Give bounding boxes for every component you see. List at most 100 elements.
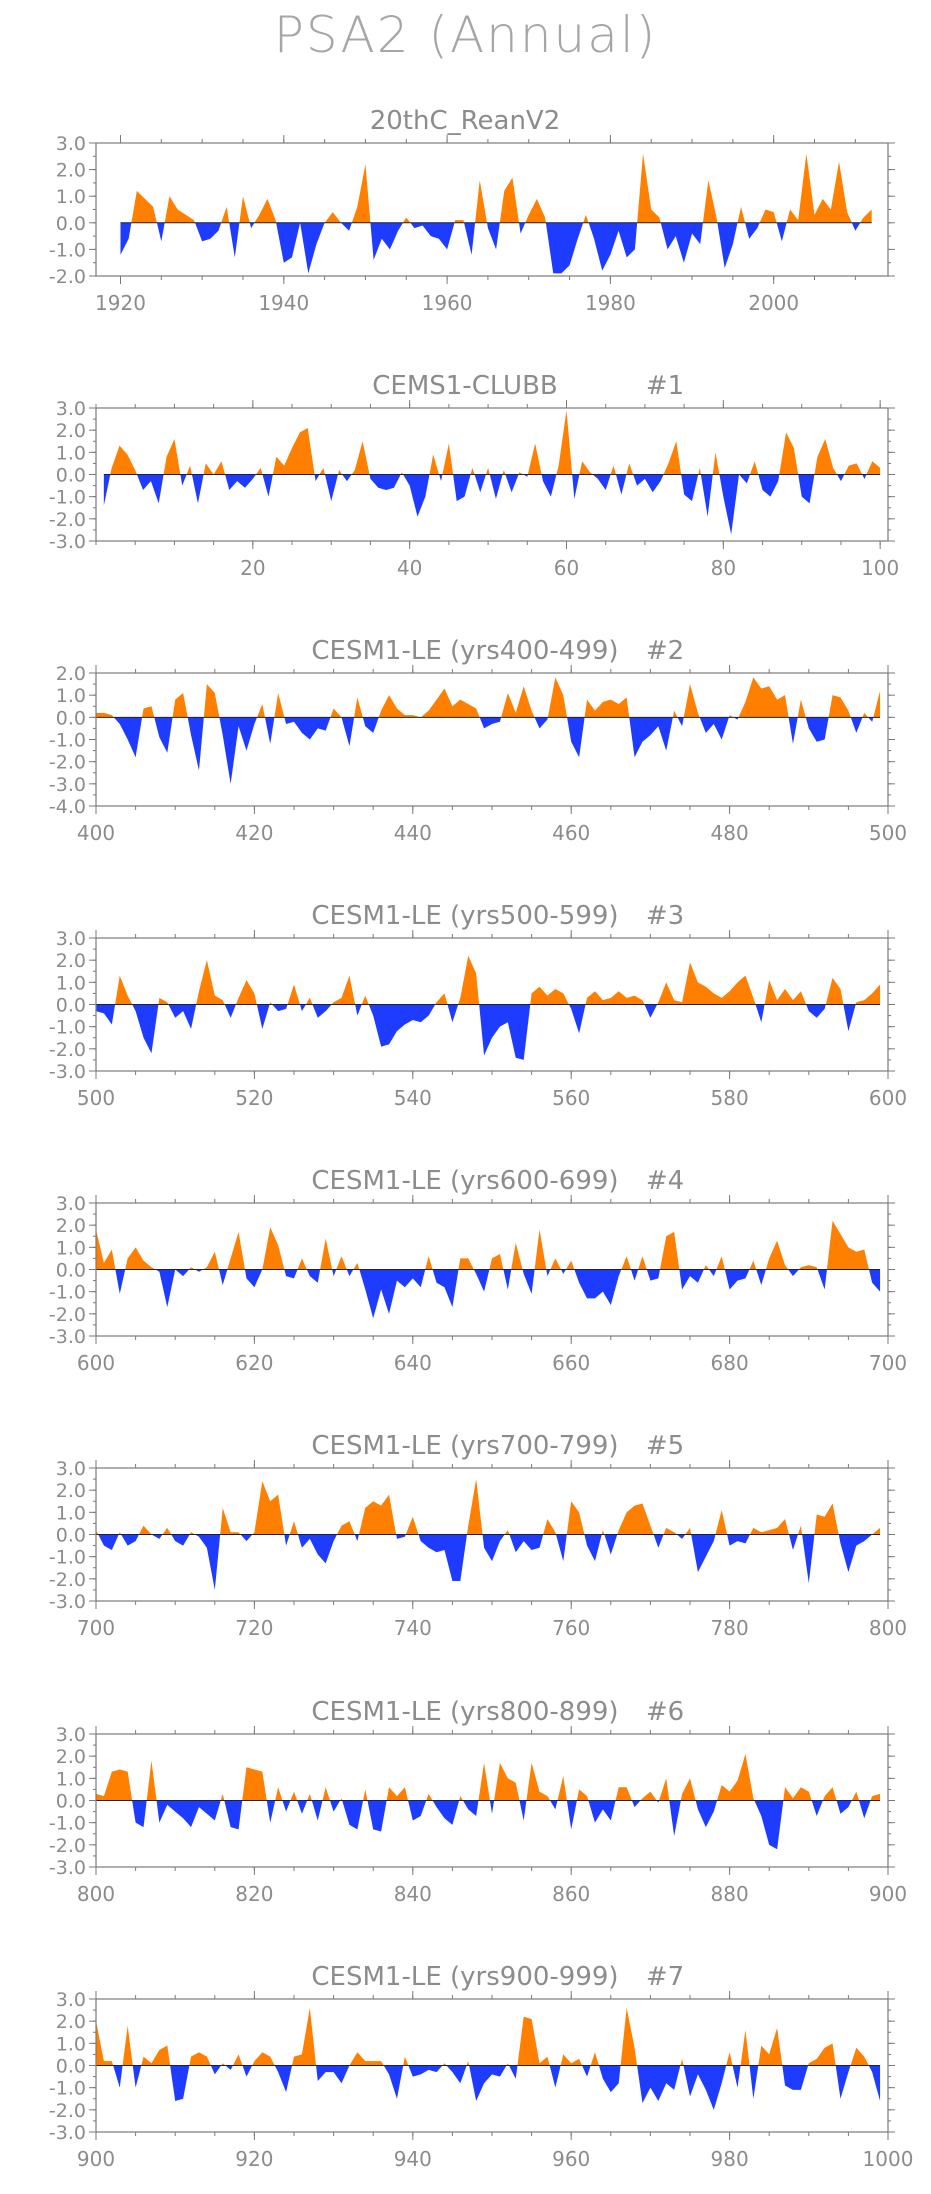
chart-5-run-label: #5	[646, 1431, 684, 1461]
chart-0-ytick-label: 0.0	[56, 213, 86, 235]
chart-4-ytick-label: 2.0	[56, 1215, 86, 1237]
chart-2-xtick-label: 400	[77, 821, 115, 845]
chart-6-ytick-label: -1.0	[49, 1813, 86, 1835]
chart-6-xtick-label: 860	[552, 1882, 590, 1906]
chart-0-ytick-label: -1.0	[49, 239, 86, 261]
chart-1-ytick-label: 3.0	[56, 398, 86, 420]
chart-6-ytick-label: 0.0	[56, 1791, 86, 1813]
chart-3-ytick-label: 0.0	[56, 995, 86, 1017]
chart-3-run-label: #3	[646, 901, 684, 931]
chart-5-xtick-label: 800	[869, 1616, 907, 1640]
chart-2-xtick-label: 480	[711, 821, 749, 845]
chart-0-xtick-label: 2000	[748, 291, 799, 315]
chart-3-positive-area	[96, 955, 881, 1005]
chart-0-ytick-label: 3.0	[56, 133, 86, 155]
chart-2-run-label: #2	[646, 636, 684, 666]
chart-3-xtick-label: 560	[552, 1086, 590, 1110]
chart-2-ytick-label: 2.0	[56, 663, 86, 685]
chart-6-run-label: #6	[646, 1697, 684, 1727]
chart-7-ytick-label: 0.0	[56, 2056, 86, 2078]
chart-5-negative-area	[96, 1534, 881, 1590]
chart-6-ytick-label: 3.0	[56, 1724, 86, 1746]
chart-6-xtick-label: 840	[394, 1882, 432, 1906]
chart-4-ytick-label: 3.0	[56, 1193, 86, 1215]
chart-3-xtick-label: 520	[235, 1086, 273, 1110]
chart-7-ytick-label: -1.0	[49, 2078, 86, 2100]
chart-3-ytick-label: 3.0	[56, 928, 86, 950]
chart-6-xtick-label: 880	[711, 1882, 749, 1906]
chart-7-xtick-label: 900	[77, 2147, 115, 2171]
chart-0-frame	[95, 142, 889, 277]
chart-5-ytick-label: 3.0	[56, 1458, 86, 1480]
chart-4-xtick-label: 680	[711, 1351, 749, 1375]
chart-5-xtick-label: 700	[77, 1616, 115, 1640]
chart-0-ytick-label: 2.0	[56, 160, 86, 182]
chart-0-xtick-label: 1920	[95, 291, 146, 315]
chart-3-xtick-label: 600	[869, 1086, 907, 1110]
chart-7-run-label: #7	[646, 1962, 684, 1992]
chart-1-xtick-label: 20	[240, 556, 265, 580]
chart-1-ytick-label: 0.0	[56, 465, 86, 487]
chart-7-xtick-label: 920	[235, 2147, 273, 2171]
chart-6-ytick-label: 1.0	[56, 1768, 86, 1790]
chart-4-ytick-label: 1.0	[56, 1237, 86, 1259]
chart-1-ytick-label: -3.0	[49, 531, 86, 553]
chart-5-xtick-label: 760	[552, 1616, 590, 1640]
chart-1-xtick-label: 80	[711, 556, 736, 580]
chart-3-title: CESM1-LE (yrs500-599)	[311, 901, 618, 931]
chart-1-negative-area	[103, 474, 881, 535]
chart-6-ytick-label: 2.0	[56, 1746, 86, 1768]
chart-3-xtick-label: 580	[711, 1086, 749, 1110]
chart-5-ytick-label: 2.0	[56, 1480, 86, 1502]
chart-0-xtick-label: 1940	[258, 291, 309, 315]
chart-6-title: CESM1-LE (yrs800-899)	[311, 1697, 618, 1727]
chart-4-xtick-label: 600	[77, 1351, 115, 1375]
chart-7-xtick-label: 940	[394, 2147, 432, 2171]
chart-5-xtick-label: 740	[394, 1616, 432, 1640]
chart-4-xtick-label: 700	[869, 1351, 907, 1375]
chart-2-ytick-label: -1.0	[49, 730, 86, 752]
chart-7-ytick-label: 1.0	[56, 2033, 86, 2055]
chart-4-title: CESM1-LE (yrs600-699)	[311, 1166, 618, 1196]
chart-1-xtick-label: 100	[861, 556, 899, 580]
chart-4-ytick-label: -1.0	[49, 1282, 86, 1304]
chart-2-xtick-label: 440	[394, 821, 432, 845]
chart-7-negative-area	[96, 2065, 881, 2110]
chart-2-ytick-label: 1.0	[56, 685, 86, 707]
chart-3-ytick-label: -1.0	[49, 1017, 86, 1039]
chart-6-positive-area	[96, 1753, 881, 1801]
chart-4-positive-area	[96, 1220, 881, 1270]
chart-1-ytick-label: 1.0	[56, 442, 86, 464]
chart-3-negative-area	[96, 1004, 881, 1060]
chart-6-xtick-label: 900	[869, 1882, 907, 1906]
chart-5-positive-area	[96, 1479, 881, 1535]
chart-6-ytick-label: -3.0	[49, 1857, 86, 1879]
chart-4-xtick-label: 660	[552, 1351, 590, 1375]
chart-7-xtick-label: 1000	[863, 2147, 914, 2171]
chart-3-xtick-label: 540	[394, 1086, 432, 1110]
chart-5-ytick-label: -2.0	[49, 1569, 86, 1591]
chart-7-ytick-label: -2.0	[49, 2100, 86, 2122]
chart-0-ytick-label: -2.0	[49, 266, 86, 288]
chart-0-xtick-label: 1960	[422, 291, 473, 315]
chart-1-ytick-label: 2.0	[56, 420, 86, 442]
chart-1-run-label: #1	[646, 371, 684, 401]
chart-7-xtick-label: 960	[552, 2147, 590, 2171]
chart-7-ytick-label: 2.0	[56, 2011, 86, 2033]
chart-2-ytick-label: -2.0	[49, 752, 86, 774]
chart-4-ytick-label: -3.0	[49, 1326, 86, 1348]
chart-3-ytick-label: -2.0	[49, 1039, 86, 1061]
chart-1-xtick-label: 40	[397, 556, 422, 580]
chart-2-ytick-label: -4.0	[49, 796, 86, 818]
chart-6-negative-area	[96, 1800, 881, 1850]
chart-3-xtick-label: 500	[77, 1086, 115, 1110]
chart-0-xtick-label: 1980	[585, 291, 636, 315]
chart-3-ytick-label: 1.0	[56, 972, 86, 994]
chart-5-ytick-label: 1.0	[56, 1502, 86, 1524]
figure-title: PSA2 (Annual)	[273, 6, 658, 64]
chart-5-ytick-label: -1.0	[49, 1547, 86, 1569]
chart-1-ytick-label: -2.0	[49, 509, 86, 531]
chart-4-xtick-label: 620	[235, 1351, 273, 1375]
chart-1-ytick-label: -1.0	[49, 487, 86, 509]
